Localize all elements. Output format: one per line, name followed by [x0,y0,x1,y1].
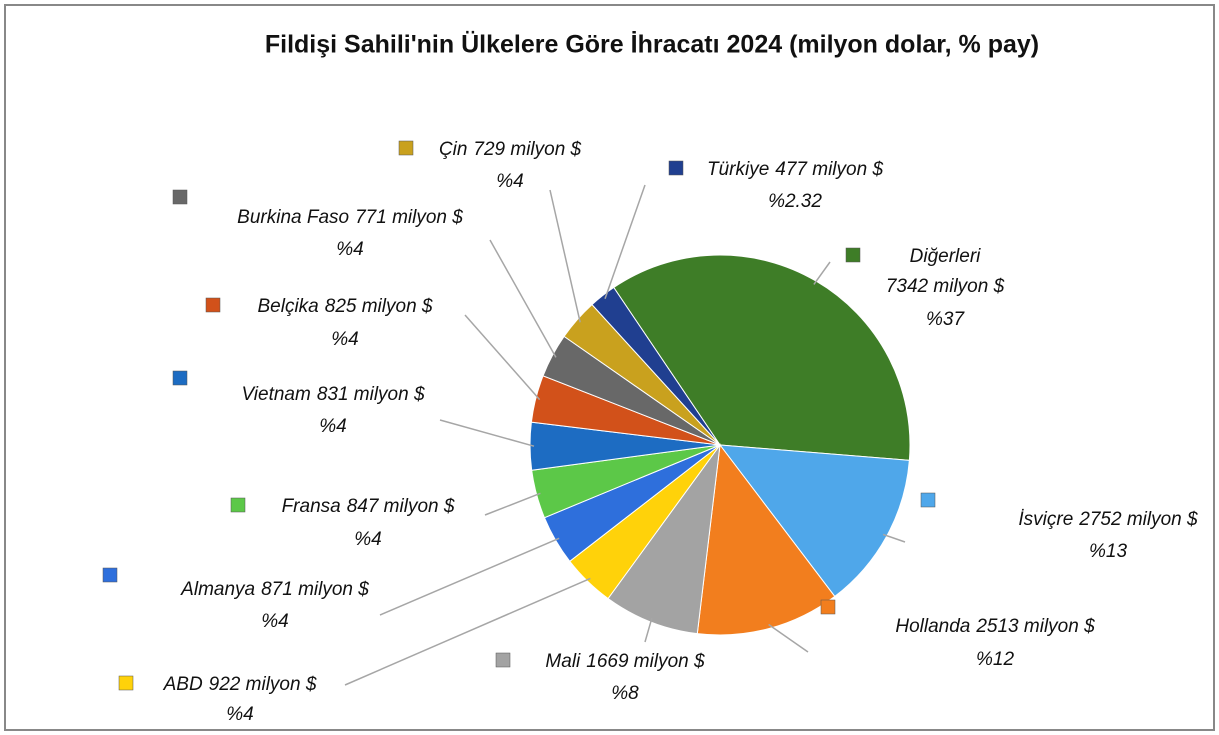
data-label-percent: %4 [354,529,381,550]
legend-marker [845,247,861,263]
legend-marker [172,189,188,205]
data-label: Fransa 847 milyon $ [282,496,455,517]
chart-title: Fildişi Sahili'nin Ülkelere Göre İhracat… [265,30,1039,59]
data-label-percent: %12 [976,649,1014,670]
data-label-value: 1669 milyon $ [586,651,705,672]
leader-line [604,184,646,300]
data-label: Çin 729 milyon $ [439,139,582,160]
data-label-value: 825 milyon $ [325,296,433,317]
data-label-percent: %37 [926,309,965,330]
data-label: Hollanda 2513 milyon $ [895,616,1095,637]
legend-marker [230,497,246,513]
data-label-percent: %13 [1089,541,1127,562]
data-label-percent: %4 [319,416,346,437]
data-label-value: 871 milyon $ [261,579,369,600]
pie-slice [591,286,721,446]
data-label-name: Hollanda [895,616,970,637]
data-label: Almanya 871 milyon $ [180,579,369,600]
data-label-value: 771 milyon $ [355,207,463,228]
data-label-name: Belçika [258,296,319,317]
leader-line [644,617,653,643]
leader-line [484,492,541,516]
data-label-percent: %4 [331,329,358,350]
data-label: Belçika 825 milyon $ [258,296,433,317]
data-label-name: Çin [439,139,468,160]
data-label-value: 729 milyon $ [473,139,581,160]
data-label-name: ABD [163,674,203,695]
data-label-name: Almanya [180,579,255,600]
leader-line [489,239,557,358]
data-label-name: Türkiye [707,159,769,180]
legend-marker [820,599,836,615]
data-label-percent: %4 [226,704,253,725]
data-label: Mali 1669 milyon $ [545,651,705,672]
legend-marker [398,140,414,156]
data-label: Vietnam 831 milyon $ [241,384,425,405]
legend-marker [205,297,221,313]
data-label-value: 2752 milyon $ [1078,509,1198,530]
legend-marker [495,652,511,668]
data-label-name: Diğerleri [910,246,982,267]
leader-line [768,623,809,653]
data-label-percent: %8 [611,683,639,704]
data-label-value: 7342 milyon $ [886,276,1005,297]
data-label-percent: %2.32 [768,191,822,212]
data-label: ABD 922 milyon $ [163,674,317,695]
leader-line [344,577,591,686]
legend-marker [920,492,936,508]
data-label: Türkiye 477 milyon $ [707,159,883,180]
data-label-name: Vietnam [241,384,310,405]
legend-marker [668,160,684,176]
leader-line [882,533,906,543]
data-label-percent: %4 [261,611,288,632]
data-label-name: Mali [545,651,581,672]
data-label-value: 847 milyon $ [347,496,455,517]
data-label: İsviçre 2752 milyon $ [1018,509,1198,530]
data-label-percent: %4 [496,171,523,192]
leader-line [549,189,581,323]
legend-marker [102,567,118,583]
data-label: Burkina Faso 771 milyon $ [237,207,463,228]
data-label-percent: %4 [336,239,363,260]
legend-marker [118,675,134,691]
data-label-name: Fransa [282,496,341,517]
leader-line [379,537,560,616]
data-label-value: 922 milyon $ [209,674,317,695]
data-label-value: 2513 milyon $ [975,616,1095,637]
leader-line [464,314,541,401]
leader-line [813,261,831,285]
data-label-value: 831 milyon $ [317,384,425,405]
leader-line [439,419,535,447]
data-label-name: İsviçre [1018,509,1073,530]
data-label-value: 477 milyon $ [775,159,883,180]
data-label-name: Burkina Faso [237,207,349,228]
legend-marker [172,370,188,386]
